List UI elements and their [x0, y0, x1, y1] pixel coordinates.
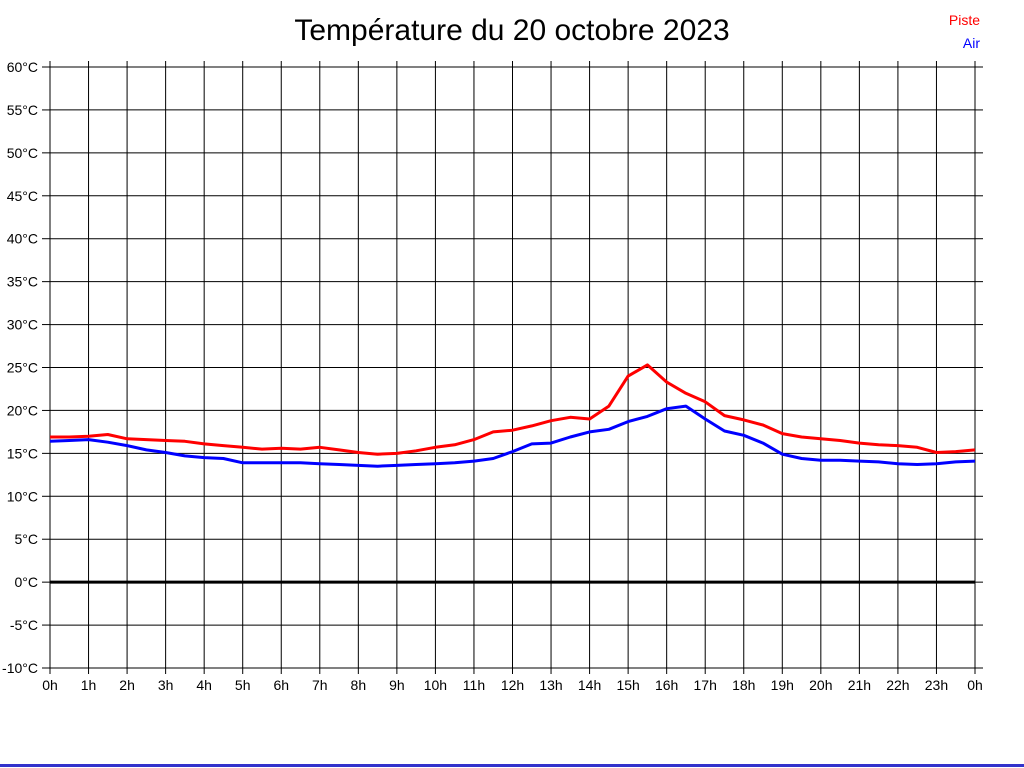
x-tick-label: 8h: [351, 677, 367, 693]
x-tick-label: 22h: [886, 677, 909, 693]
x-tick-label: 14h: [578, 677, 601, 693]
y-tick-label: 45°C: [7, 188, 38, 204]
y-tick-label: 55°C: [7, 102, 38, 118]
x-tick-label: 17h: [694, 677, 717, 693]
y-tick-label: 15°C: [7, 445, 38, 461]
x-tick-label: 5h: [235, 677, 251, 693]
y-tick-label: 60°C: [7, 59, 38, 75]
x-tick-label: 12h: [501, 677, 524, 693]
x-tick-label: 23h: [925, 677, 948, 693]
piste-temperature-line: [50, 363, 976, 456]
x-tick-label: 21h: [848, 677, 871, 693]
y-tick-label: 50°C: [7, 145, 38, 161]
y-tick-label: 30°C: [7, 317, 38, 333]
x-tick-label: 10h: [424, 677, 447, 693]
legend-air-label: Air: [962, 35, 980, 51]
x-tick-label: 13h: [539, 677, 562, 693]
x-tick-label: 6h: [273, 677, 289, 693]
x-tick-label: 1h: [81, 677, 97, 693]
x-tick-label: 2h: [119, 677, 135, 693]
y-tick-label: 20°C: [7, 402, 38, 418]
x-tick-label: 16h: [655, 677, 678, 693]
x-tick-label: 18h: [732, 677, 755, 693]
x-tick-label: 4h: [196, 677, 212, 693]
y-tick-label: 5°C: [15, 531, 39, 547]
x-tick-label: 0h: [967, 677, 983, 693]
x-tick-label: 3h: [158, 677, 174, 693]
x-tick-label: 20h: [809, 677, 832, 693]
x-tick-label: 11h: [463, 677, 485, 693]
x-tick-label: 9h: [389, 677, 405, 693]
y-tick-label: -10°C: [2, 660, 38, 676]
y-tick-label: 35°C: [7, 274, 38, 290]
x-tick-label: 15h: [616, 677, 639, 693]
y-tick-label: 10°C: [7, 488, 38, 504]
x-tick-label: 0h: [42, 677, 58, 693]
x-tick-label: 7h: [312, 677, 328, 693]
y-tick-label: -5°C: [10, 617, 38, 633]
plot-frame: [49, 66, 976, 669]
air-temperature-line: [49, 404, 976, 468]
bottom-border-bar: [0, 764, 1024, 767]
x-tick-label: 19h: [771, 677, 794, 693]
chart-title: Température du 20 octobre 2023: [294, 14, 730, 47]
y-tick-label: 40°C: [7, 231, 38, 247]
y-tick-label: 0°C: [15, 574, 39, 590]
legend-piste-label: Piste: [948, 12, 980, 28]
y-tick-label: 25°C: [7, 360, 38, 376]
